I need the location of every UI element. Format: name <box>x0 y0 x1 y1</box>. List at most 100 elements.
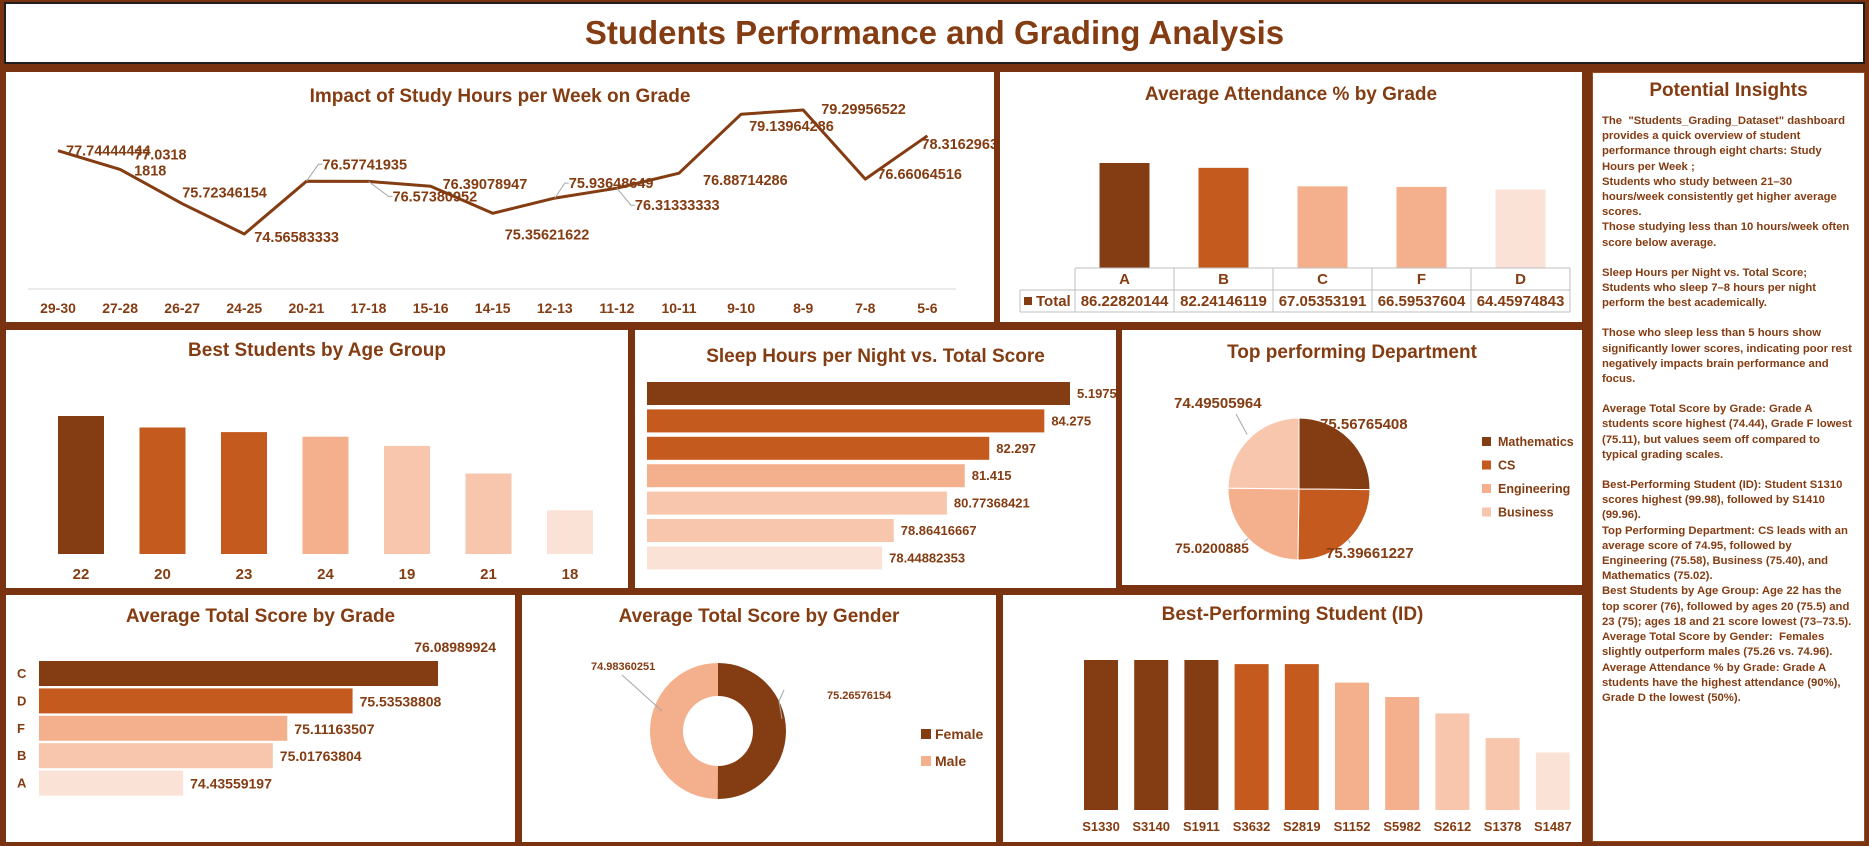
sleep-bar-chart: 5.1975 84.275 82.297 81.415 80.77368421 78.86… <box>647 382 1116 570</box>
insight-paragraph: Best-Performing Student (ID): Student S1… <box>1602 479 1852 704</box>
x-tick-label: S3632 <box>1233 819 1271 834</box>
x-tick-label: S1378 <box>1484 819 1522 834</box>
grade-score-chart-panel: Average Total Score by Grade C 76.0898992… <box>6 595 515 842</box>
study-hours-line-chart: 29-30 27-28 26-27 24-25 20-21 17-18 15-16 14-15… <box>28 102 994 316</box>
best-student-bar <box>1385 696 1420 810</box>
age-group-bar <box>302 436 349 554</box>
x-tick-label: 17-18 <box>351 300 387 316</box>
label-leader-line <box>1348 539 1351 544</box>
x-tick-label: S1487 <box>1534 819 1572 834</box>
study-hours-chart-title: Impact of Study Hours per Week on Grade <box>309 86 691 107</box>
attendance-bar <box>1198 167 1249 268</box>
x-tick-label: 14-15 <box>475 300 511 316</box>
x-tick-label: 22 <box>73 566 90 583</box>
data-label: 75.93648649 <box>569 176 654 192</box>
category-label: B <box>1218 271 1229 288</box>
x-tick-label: 20 <box>154 566 171 583</box>
age-group-bar <box>547 510 593 554</box>
legend-swatch <box>921 756 931 766</box>
data-label: 82.24146119 <box>1180 293 1267 310</box>
department-chart-panel: Top performing Department 75.56765408 75.… <box>1122 330 1582 585</box>
age-group-bar <box>384 445 430 554</box>
data-label: 76.31333333 <box>635 198 720 214</box>
best-student-bar <box>1535 752 1570 810</box>
legend-swatch <box>1482 460 1491 470</box>
data-label: 76.88714286 <box>703 173 788 189</box>
best-student-chart-panel: Best-Performing Student (ID) S1330 S3140 S… <box>1003 595 1582 842</box>
department-pie-chart: 75.56765408 75.39661227 75.0200885 74.49505… <box>1174 395 1574 562</box>
best-student-bar <box>1134 660 1169 810</box>
best-student-bar <box>1084 660 1118 810</box>
gender-chart-panel: Average Total Score by Gender 75.2657615… <box>522 595 996 842</box>
grade-score-bar <box>39 661 438 686</box>
dashboard-title: Students Performance and Grading Analysi… <box>584 14 1285 51</box>
category-label: F <box>1417 271 1426 288</box>
data-label: 79.13964286 <box>749 119 834 135</box>
legend-label: Mathematics <box>1498 435 1574 449</box>
age-group-bar <box>221 432 267 554</box>
data-label: 76.57741935 <box>322 157 407 173</box>
data-label: 75.56765408 <box>1320 416 1408 433</box>
data-label: 77.74444444 <box>66 144 151 160</box>
study-hours-series-line <box>57 108 929 236</box>
y-tick-label: F <box>17 721 25 736</box>
sleep-bar <box>647 409 1045 433</box>
label-leader-line <box>621 674 663 712</box>
sleep-bar <box>647 546 883 570</box>
grade-score-bar <box>39 688 353 714</box>
data-label: 84.275 <box>1051 413 1091 428</box>
insight-paragraph: The "Students_Grading_Dataset" dashboard… <box>1602 115 1850 249</box>
attendance-bar <box>1099 163 1150 268</box>
label-leader-line <box>616 187 635 206</box>
department-pie-slice <box>1227 417 1300 490</box>
x-tick-label: 10-11 <box>661 300 696 316</box>
data-label: 66.59537604 <box>1378 293 1466 310</box>
label-leader-line <box>554 182 569 199</box>
legend-swatch <box>1482 437 1491 446</box>
label-leader-line <box>305 163 323 182</box>
x-tick-label: 11-12 <box>599 300 634 316</box>
legend-swatch <box>1482 484 1491 493</box>
grade-score-bar <box>39 715 288 741</box>
grade-score-bar <box>39 770 184 796</box>
age-group-chart-panel: Best Students by Age Group 22 20 23 24 19 21 1… <box>6 330 628 588</box>
grade-score-chart-title: Average Total Score by Grade <box>125 606 396 627</box>
x-tick-label: 8-9 <box>793 300 813 316</box>
best-student-bar <box>1184 660 1219 810</box>
data-label: 75.11163507 <box>294 721 374 737</box>
data-label: 74.56583333 <box>254 230 339 246</box>
legend-label: Female <box>935 726 983 742</box>
data-label: 79.29956522 <box>821 102 906 118</box>
age-group-chart-title: Best Students by Age Group <box>188 340 446 361</box>
data-label: 76.39078947 <box>443 177 528 193</box>
data-label: 75.39661227 <box>1326 545 1414 562</box>
attendance-chart-title: Average Attendance % by Grade <box>1144 84 1438 105</box>
best-student-bar <box>1435 713 1470 810</box>
age-group-bar <box>58 416 104 554</box>
x-tick-label: 21 <box>480 566 497 583</box>
x-tick-label: 24 <box>317 566 334 583</box>
sleep-chart-panel: Sleep Hours per Night vs. Total Score 5.… <box>635 330 1116 588</box>
insight-paragraph: Average Total Score by Grade: Grade A st… <box>1602 403 1855 461</box>
best-student-bar <box>1284 664 1319 810</box>
age-group-bar <box>139 427 186 554</box>
y-tick-label: D <box>17 693 26 708</box>
data-label: 76.08989924 <box>414 639 496 655</box>
department-chart-title: Top performing Department <box>1227 342 1477 363</box>
x-tick-label: 5-6 <box>917 300 937 316</box>
x-tick-label: 20-21 <box>288 300 324 316</box>
legend-swatch <box>1482 507 1491 517</box>
x-tick-label: 26-27 <box>164 300 200 316</box>
x-tick-label: S1152 <box>1334 819 1371 834</box>
insight-paragraph: Sleep Hours per Night vs. Total Score; S… <box>1602 266 1817 310</box>
title-bar: Students Performance and Grading Analysi… <box>4 2 1865 64</box>
study-hours-chart-panel: Impact of Study Hours per Week on Grade … <box>6 72 994 322</box>
insights-panel: Potential Insights The "Students_Grading… <box>1592 72 1865 842</box>
sleep-bar <box>647 436 990 460</box>
x-tick-label: 27-28 <box>102 300 138 316</box>
insights-title: Potential Insights <box>1649 80 1808 101</box>
category-label: C <box>1317 271 1328 288</box>
attendance-bar <box>1495 189 1546 268</box>
x-tick-label: 29-30 <box>40 300 76 316</box>
legend-label: Male <box>935 753 966 769</box>
